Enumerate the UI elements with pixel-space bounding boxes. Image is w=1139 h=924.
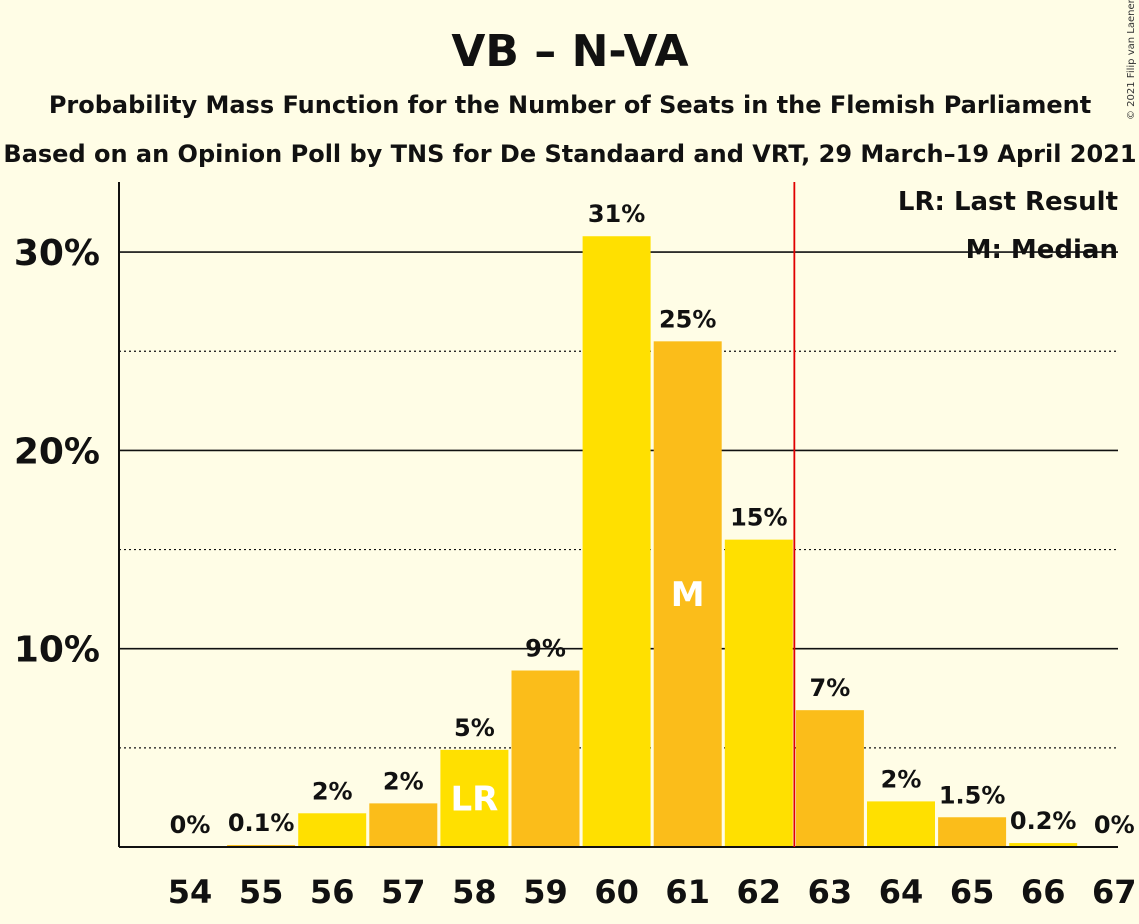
bars: [227, 236, 1078, 848]
axes: [118, 182, 1118, 848]
legend-entry: LR: Last Result: [898, 187, 1118, 217]
chart-subtitle-2: Based on an Opinion Poll by TNS for De S…: [3, 140, 1136, 168]
x-tick-label: 62: [737, 873, 782, 911]
x-tick-label: 64: [879, 873, 924, 911]
x-tick-label: 58: [452, 873, 497, 911]
bar: [938, 817, 1007, 847]
bar: [582, 236, 651, 848]
in-bar-label: LR: [450, 779, 498, 819]
data-label: 0%: [1094, 811, 1135, 839]
data-label: 0%: [170, 811, 211, 839]
data-label: 25%: [659, 305, 716, 333]
legend: LR: Last Result M: Median: [898, 187, 1118, 265]
data-label: 15%: [730, 504, 787, 532]
x-tick-label: 54: [168, 873, 213, 911]
y-tick-label: 20%: [14, 431, 100, 472]
bar: [440, 749, 509, 847]
data-label: 5%: [454, 714, 495, 742]
bar: [795, 710, 864, 847]
bar: [867, 801, 935, 847]
x-tick-label: 67: [1092, 873, 1137, 911]
bar: [369, 803, 438, 847]
x-tick-label: 55: [239, 873, 284, 911]
data-label: 9%: [525, 635, 566, 663]
x-tick-label: 63: [808, 873, 853, 911]
x-tick-label: 61: [665, 873, 710, 911]
in-bar-label: M: [671, 575, 705, 615]
data-label: 2%: [312, 777, 353, 805]
data-labels: 0% 54 0.1% 55 2% 56 2% 57 5% 58 9% 59 31% 60 25% 61 15% 6…: [168, 200, 1137, 911]
data-label: 1.5%: [939, 781, 1006, 809]
x-tick-label: 56: [310, 873, 355, 911]
data-label: 0.1%: [228, 809, 295, 837]
x-tick-label: 57: [381, 873, 426, 911]
data-label: 31%: [588, 200, 645, 228]
y-tick-label: 30%: [14, 233, 100, 274]
bar: [511, 670, 580, 847]
bar: [653, 341, 722, 847]
bar: [1009, 843, 1078, 847]
data-label: 7%: [810, 674, 851, 702]
y-tick-label: 10%: [14, 630, 100, 671]
chart-title: VB – N-VA: [451, 26, 688, 77]
copyright: © 2021 Filip van Laenen: [1126, 0, 1137, 120]
x-tick-label: 65: [950, 873, 995, 911]
bar: [724, 539, 793, 847]
data-label: 2%: [881, 765, 922, 793]
chart-subtitle-1: Probability Mass Function for the Number…: [49, 91, 1091, 119]
x-tick-label: 66: [1021, 873, 1066, 911]
legend-entry: M: Median: [966, 235, 1118, 265]
x-tick-label: 60: [594, 873, 639, 911]
data-label: 2%: [383, 767, 424, 795]
data-label: 0.2%: [1010, 807, 1077, 835]
x-tick-label: 59: [523, 873, 568, 911]
bar: [298, 813, 367, 847]
